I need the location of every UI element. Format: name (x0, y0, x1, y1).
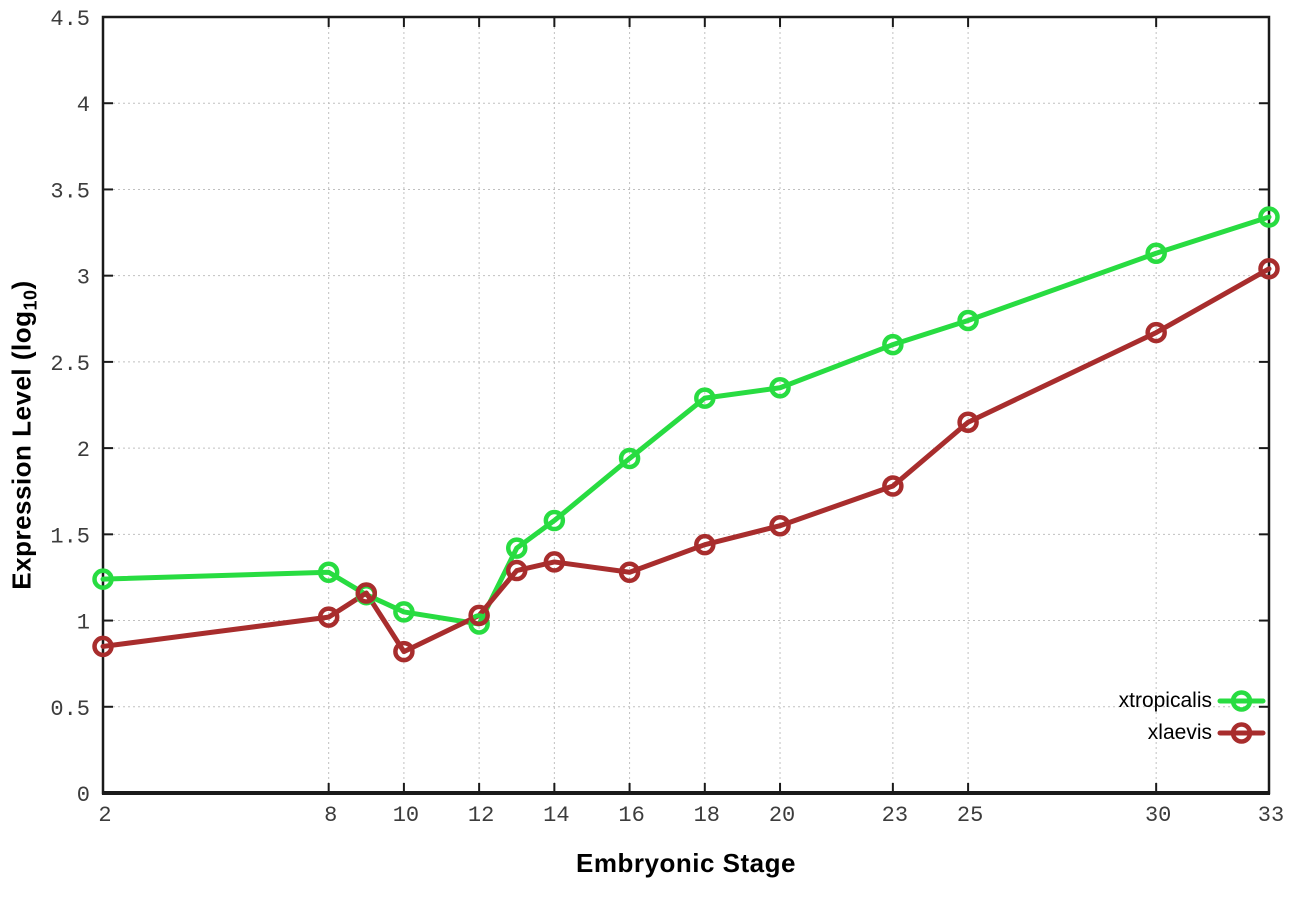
x-tick-label: 8 (324, 803, 337, 828)
x-tick-label: 10 (393, 803, 419, 828)
x-axis-title: Embryonic Stage (576, 848, 796, 878)
y-tick-label: 0 (77, 783, 90, 808)
y-tick-label: 4 (77, 93, 90, 118)
series-line-xtropicalis (100, 214, 1272, 627)
x-tick-label: 20 (769, 803, 795, 828)
legend-key-xtropicalis (1217, 690, 1266, 712)
data-point (505, 559, 528, 582)
data-point (882, 475, 904, 497)
x-tick-label: 12 (468, 803, 494, 828)
data-point (1258, 206, 1280, 228)
data-point (882, 333, 904, 356)
series-markers-xtropicalis (92, 206, 1280, 635)
data-point (694, 533, 716, 556)
y-tick-label: 1.5 (50, 524, 90, 549)
y-tick-label: 1 (77, 611, 90, 636)
y-axis-title-close: ) (6, 280, 37, 290)
data-point (1258, 258, 1280, 280)
data-point (543, 509, 566, 532)
tick-marks (102, 16, 1270, 794)
x-tick-label: 2 (98, 803, 111, 828)
data-point (957, 411, 979, 433)
x-tick-label: 30 (1145, 803, 1171, 828)
y-tick-label: 2.5 (50, 352, 90, 377)
legend-key-xlaevis (1217, 722, 1266, 744)
data-point (769, 514, 791, 537)
x-tick-label: 16 (618, 803, 644, 828)
y-axis-title-subscript: 10 (20, 289, 41, 311)
data-point (957, 309, 979, 332)
y-axis-title: Expression Level (log10) (6, 280, 41, 589)
legend-label-xtropicalis: xtropicalis (1118, 689, 1212, 712)
y-tick-label: 3 (77, 266, 90, 291)
x-tick-label: 14 (543, 803, 569, 828)
data-point (317, 606, 340, 628)
data-point (92, 635, 114, 658)
x-tick-label: 25 (957, 803, 983, 828)
x-tick-label: 23 (882, 803, 908, 828)
data-point (505, 537, 528, 559)
y-tick-label: 3.5 (50, 179, 90, 204)
data-point (468, 613, 490, 635)
x-tick-label: 33 (1258, 803, 1284, 828)
data-point (694, 387, 716, 409)
data-point (543, 551, 566, 573)
data-point (1145, 321, 1167, 344)
data-point (393, 601, 415, 623)
series-markers-xlaevis (92, 258, 1280, 663)
data-point (317, 561, 340, 584)
data-point (769, 377, 791, 399)
y-axis-title-main: Expression Level (log (6, 310, 37, 590)
gridlines (103, 17, 1269, 793)
data-point (1145, 242, 1167, 264)
data-point (468, 604, 490, 627)
x-tick-label: 18 (694, 803, 720, 828)
data-point (393, 640, 415, 663)
data-point (355, 582, 378, 604)
data-point (618, 447, 641, 470)
legend-label-xlaevis: xlaevis (1147, 721, 1212, 744)
y-tick-label: 2 (77, 438, 90, 463)
series-line-xlaevis (100, 266, 1272, 655)
data-point (92, 568, 114, 590)
y-tick-label: 4.5 (50, 7, 90, 32)
data-point (618, 561, 641, 584)
tick-labels: 0 0.5 1 1.5 2 2.5 3 3.5 4 4.5 2 8 10 12 14 16 18 20 23 25 30… (50, 7, 1284, 828)
plot-border (101, 15, 1271, 795)
y-tick-label: 0.5 (50, 697, 90, 722)
